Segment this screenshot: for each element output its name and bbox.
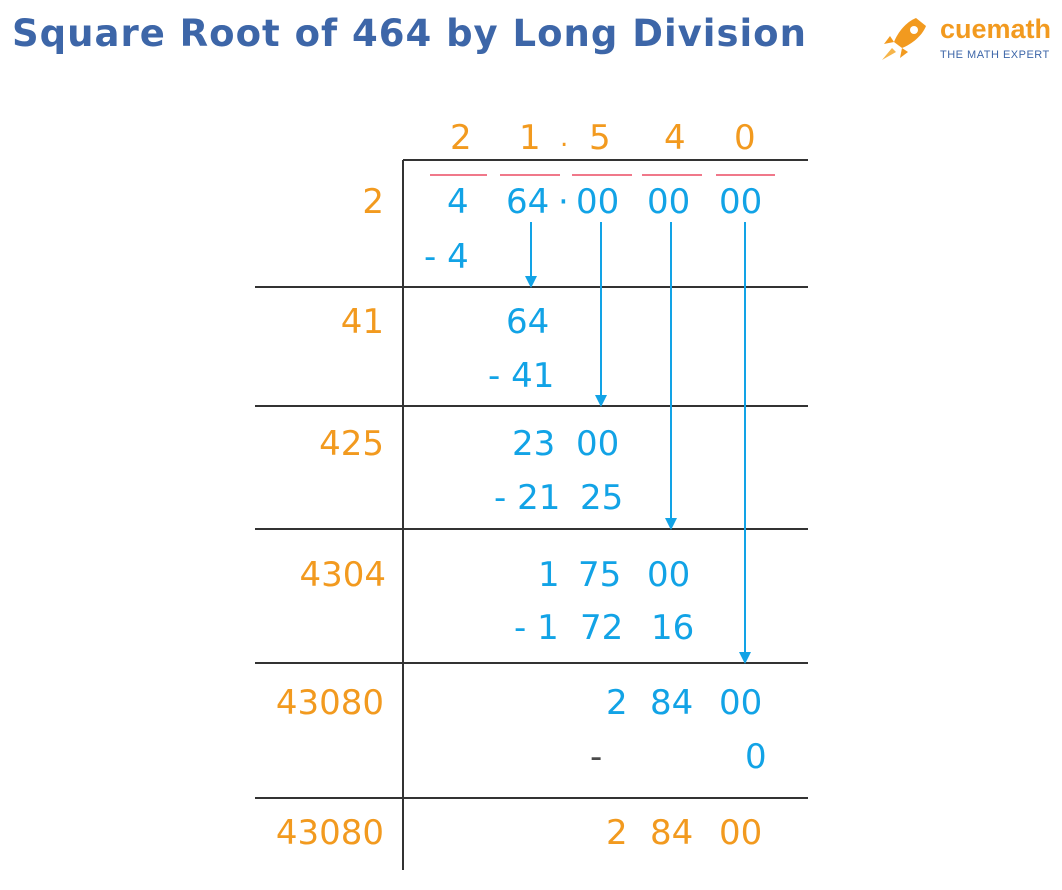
bring-down-value: 00	[576, 424, 620, 464]
quotient-point: .	[560, 123, 569, 153]
bring-down-value: 1	[538, 555, 560, 595]
quotient-digit: 0	[734, 118, 756, 158]
dividend-group: 00	[576, 182, 620, 222]
quotient-digit: 4	[664, 118, 686, 158]
remainder-value: 00	[719, 813, 763, 853]
cuemath-logo: cuemath THE MATH EXPERT	[876, 14, 1056, 68]
dividend-group: 64	[506, 182, 550, 222]
decimal-point: ·	[558, 182, 569, 222]
bring-down-value: 2	[606, 683, 628, 723]
divisor: 43080	[275, 813, 384, 853]
subtract-value: 25	[580, 478, 624, 518]
bring-down-value: 84	[650, 683, 694, 723]
subtract-value: - 21	[494, 478, 561, 518]
divisor: 425	[319, 424, 384, 464]
quotient-digit: 1	[519, 118, 541, 158]
divisor: 41	[340, 302, 384, 342]
rocket-icon	[882, 18, 926, 60]
subtract-value: - 4	[424, 237, 469, 277]
logo-tagline: THE MATH EXPERT	[940, 49, 1050, 61]
subtract-value: - 41	[488, 356, 555, 396]
dividend-group: 00	[719, 182, 763, 222]
divisor: 4304	[299, 555, 386, 595]
dividend-group: 4	[447, 182, 469, 222]
remainder-value: 84	[650, 813, 694, 853]
bring-down-value: 23	[512, 424, 556, 464]
logo-name: cuemath	[940, 14, 1052, 44]
dividend-group: 00	[647, 182, 691, 222]
subtract-value: 72	[580, 608, 624, 648]
bring-down-value: 75	[578, 555, 622, 595]
bring-down-value: 00	[647, 555, 691, 595]
quotient-digit: 2	[450, 118, 472, 158]
bring-down-value: 00	[719, 683, 763, 723]
subtract-value: 0	[745, 737, 767, 777]
remainder-value: 2	[606, 813, 628, 853]
subtract-value: 16	[651, 608, 695, 648]
divisor: 2	[362, 182, 384, 222]
bring-down-value: 64	[506, 302, 550, 342]
divisor: 43080	[275, 683, 384, 723]
subtract-value: - 1	[514, 608, 559, 648]
page-title: Square Root of 464 by Long Division	[12, 12, 807, 55]
quotient-digit: 5	[589, 118, 611, 158]
subtract-sign: -	[590, 737, 603, 777]
